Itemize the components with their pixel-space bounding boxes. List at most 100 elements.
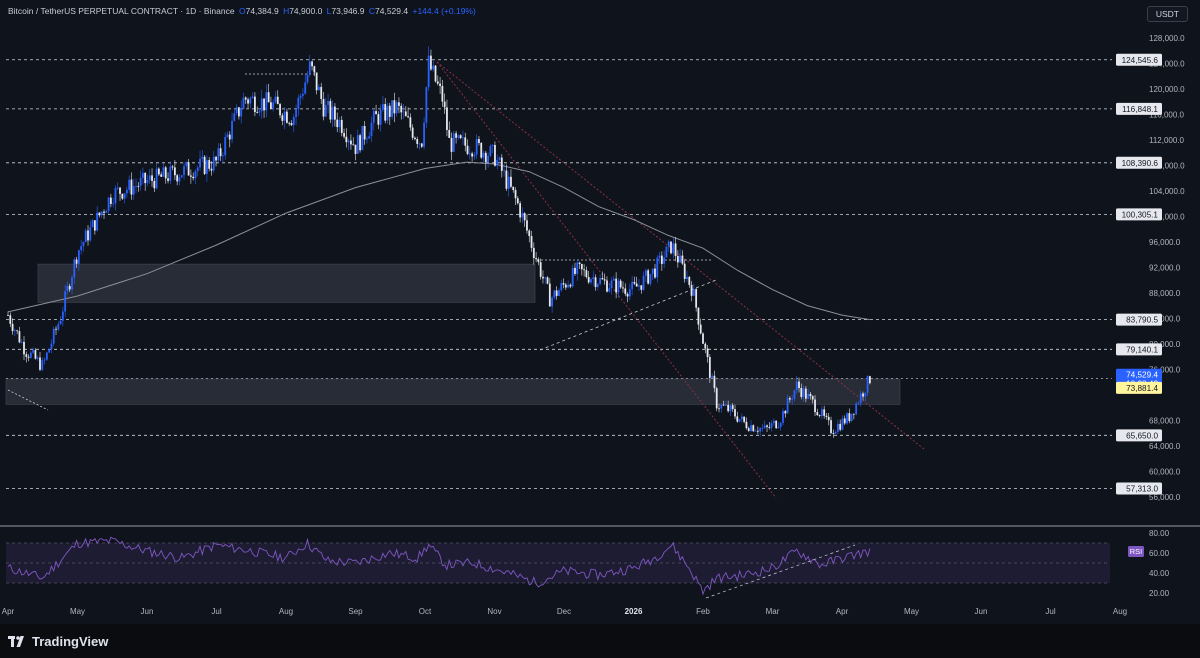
candle [734,409,736,417]
price-tick-label: 108,000.0 [1149,161,1185,170]
candle [626,293,629,297]
candle [34,350,37,359]
candle [622,287,624,289]
candle [564,284,567,288]
candle [242,97,245,109]
candle [544,277,547,279]
candle [82,242,85,247]
level-tag-label: 79,140.1 [1126,345,1158,354]
candle [866,376,869,393]
candle [103,211,105,213]
candle [441,85,444,102]
candle [736,416,739,422]
candle [674,243,677,256]
candle [183,166,185,176]
time-tick-label: Apr [836,607,849,616]
footer-bar: TradingView [0,624,1200,658]
candle [747,428,750,431]
candle [272,102,275,109]
candle [185,162,188,167]
candle [299,95,302,98]
candle [217,148,220,161]
candle [850,413,853,422]
candle [320,86,323,99]
level-tag [1116,102,1162,115]
candle [848,413,851,422]
candle [519,203,522,218]
candle [41,360,44,370]
candle [489,145,492,156]
price-tick-label: 112,000.0 [1149,136,1185,145]
candle [55,328,57,330]
candle [286,111,288,123]
candle [263,98,265,111]
candle [112,203,115,205]
candle [109,197,112,204]
candle [560,283,563,291]
candle [846,413,848,424]
candle [73,259,76,278]
candle [864,392,867,397]
candle [452,133,455,152]
price-tags: 124,545.6 116,848.1 108,390.6 100,305.1 83,7… [1116,53,1162,495]
currency-button[interactable]: USDT [1146,6,1188,22]
candle [9,315,12,324]
candle [713,375,716,389]
candle [782,410,784,423]
candle [482,152,485,158]
candle [784,410,787,414]
candle [425,87,428,123]
candle [596,283,599,288]
candle [153,180,156,189]
candle [187,162,190,176]
candle [224,136,227,156]
candle [151,175,153,181]
candle [841,418,844,430]
level-tag-label: 116,848.1 [1122,105,1158,114]
level-tag [1116,482,1162,495]
candle [318,86,320,91]
candle [279,104,281,116]
candle [855,403,858,415]
candle [210,168,213,171]
candle [329,101,332,120]
symbol-title: Bitcoin / TetherUS PERPETUAL CONTRACT · … [8,6,235,16]
candle [642,275,645,290]
candle [144,172,147,184]
candle [777,426,780,429]
candle [61,311,64,321]
candle [594,277,597,288]
time-tick-label: Jul [1045,607,1055,616]
candle [281,115,284,121]
candle [219,148,222,157]
price-tick-label: 56,000.0 [1149,493,1181,502]
candle [676,255,679,263]
candle [297,97,300,110]
candle [706,348,709,358]
time-tick-label: Sep [348,607,363,616]
candle [57,324,60,330]
candle [356,135,359,154]
candle [20,341,23,343]
time-tick-label: Dec [557,607,571,616]
candle [830,420,832,434]
candle [66,285,69,292]
tradingview-logo-icon [8,635,24,647]
candle [395,102,398,114]
candle [407,116,409,118]
price-tick-label: 60,000.0 [1149,467,1181,476]
candle [740,416,743,420]
candle [496,159,499,166]
candle [455,133,457,138]
candle [354,144,357,154]
tradingview-logo[interactable]: TradingView [8,634,108,649]
time-tick-label: Aug [279,607,293,616]
candle [708,357,711,378]
zone-box [37,263,536,303]
candle [119,187,121,194]
candle [635,283,638,287]
candle [233,113,236,121]
candle [98,212,101,216]
candle [388,105,391,117]
